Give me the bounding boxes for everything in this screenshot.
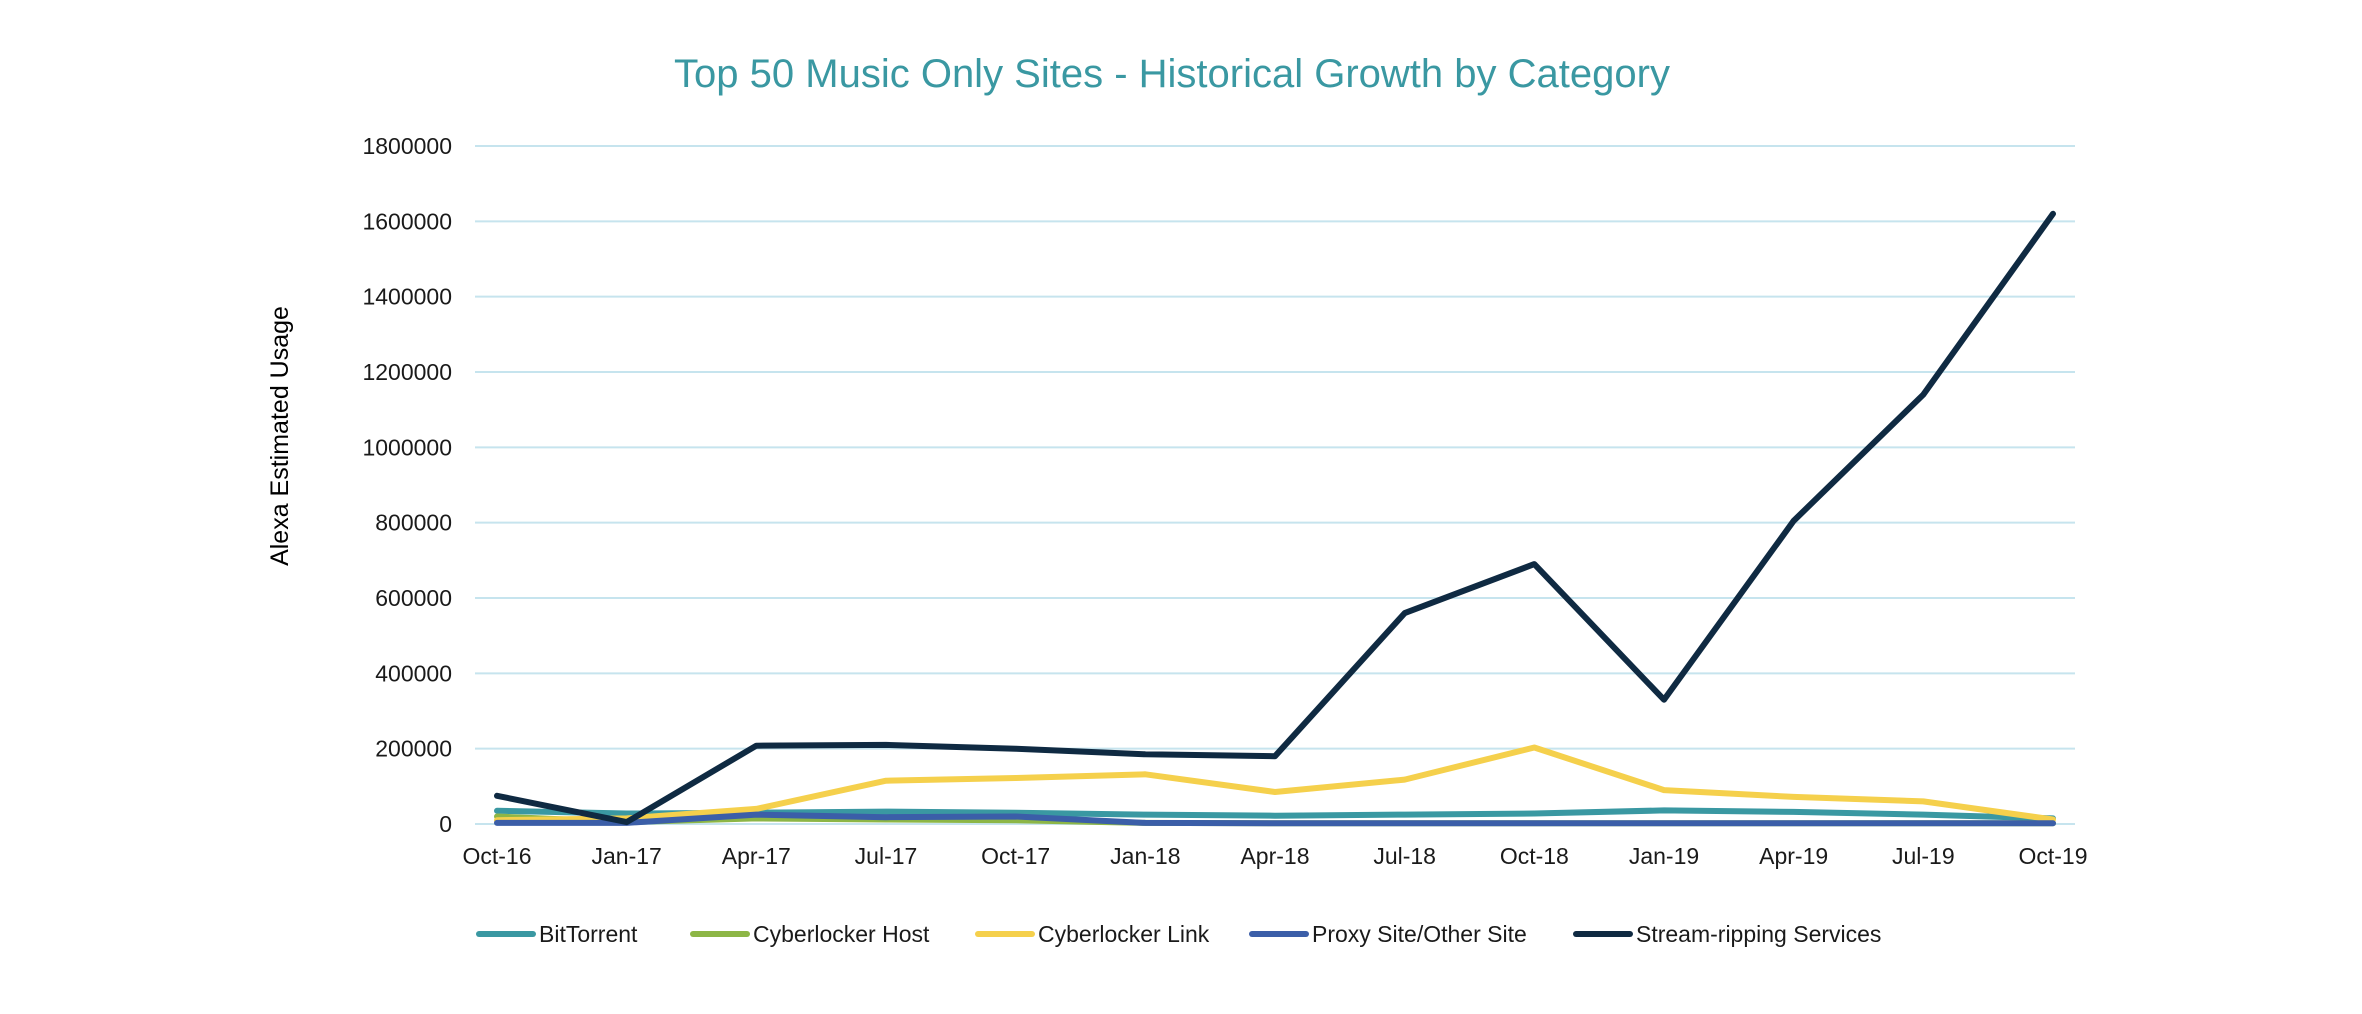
legend-label-stream-ripping-services: Stream-ripping Services xyxy=(1636,921,1881,947)
y-tick-label: 800000 xyxy=(375,510,452,536)
y-axis-tick-labels: 0 200000 400000 600000 800000 1000000 1200000 1… xyxy=(362,133,452,837)
legend-label-cyberlocker-link: Cyberlocker Link xyxy=(1038,921,1210,947)
y-tick-label: 400000 xyxy=(375,660,452,686)
x-tick-label: Jul-18 xyxy=(1373,843,1436,869)
x-tick-label: Apr-17 xyxy=(722,843,791,869)
y-tick-label: 600000 xyxy=(375,585,452,611)
y-tick-label: 0 xyxy=(439,811,452,837)
legend-label-cyberlocker-host: Cyberlocker Host xyxy=(753,921,930,947)
x-tick-label: Oct-17 xyxy=(981,843,1050,869)
x-tick-label: Jan-19 xyxy=(1629,843,1699,869)
y-tick-label: 1200000 xyxy=(362,359,452,385)
x-axis-tick-labels: Oct-16 Jan-17 Apr-17 Jul-17 Oct-17 Jan-18 Apr-… xyxy=(462,843,2087,869)
x-tick-label: Jul-19 xyxy=(1892,843,1955,869)
x-tick-label: Oct-19 xyxy=(2018,843,2087,869)
x-tick-label: Apr-19 xyxy=(1759,843,1828,869)
x-tick-label: Jan-17 xyxy=(592,843,662,869)
y-tick-label: 200000 xyxy=(375,736,452,762)
legend-label-bittorrent: BitTorrent xyxy=(539,921,638,947)
y-tick-label: 1800000 xyxy=(362,133,452,159)
series-line-cyberlocker-link xyxy=(494,744,2056,824)
series-line-stream-ripping-services xyxy=(494,210,2056,826)
legend-label-proxy-site-other-site: Proxy Site/Other Site xyxy=(1312,921,1527,947)
y-tick-label: 1600000 xyxy=(362,208,452,234)
x-tick-label: Oct-16 xyxy=(462,843,531,869)
chart-title: Top 50 Music Only Sites - Historical Gro… xyxy=(674,52,1670,96)
x-tick-label: Apr-18 xyxy=(1240,843,1309,869)
legend: BitTorrent Cyberlocker Host Cyberlocker Li… xyxy=(476,921,1881,947)
y-tick-label: 1400000 xyxy=(362,284,452,310)
series-line-proxy-site-other-site xyxy=(494,811,2056,827)
x-tick-label: Jul-17 xyxy=(855,843,918,869)
y-tick-label: 1000000 xyxy=(362,434,452,460)
x-tick-label: Jan-18 xyxy=(1110,843,1180,869)
series-lines xyxy=(494,210,2056,827)
y-axis-title: Alexa Estimated Usage xyxy=(266,306,294,566)
gridlines xyxy=(475,145,2075,825)
x-tick-label: Oct-18 xyxy=(1500,843,1569,869)
